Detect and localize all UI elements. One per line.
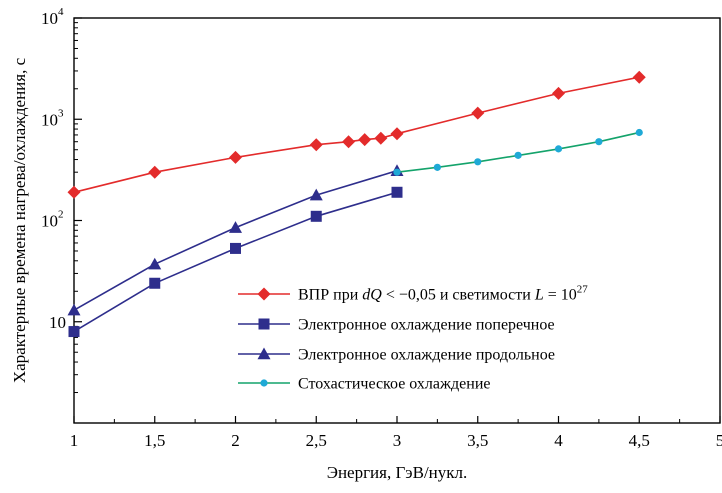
data-point bbox=[595, 138, 603, 146]
data-point bbox=[309, 138, 323, 152]
data-point bbox=[67, 303, 81, 316]
legend-label: ВПР при dQ < −0,05 и светимости L = 1027 bbox=[298, 284, 588, 304]
legend-label: Электронное охлаждение продольное bbox=[298, 347, 555, 364]
data-point bbox=[358, 133, 372, 147]
legend: ВПР при dQ < −0,05 и светимости L = 1027… bbox=[238, 284, 588, 393]
x-tick-label: 5 bbox=[716, 431, 722, 450]
data-point bbox=[391, 186, 403, 198]
data-point bbox=[342, 135, 356, 149]
x-tick-label: 3 bbox=[393, 431, 402, 450]
legend-marker bbox=[258, 318, 270, 330]
x-axis-label: Энергия, ГэВ/нукл. bbox=[327, 463, 468, 482]
data-point bbox=[390, 127, 404, 141]
data-point bbox=[635, 128, 643, 137]
series-electron-transverse bbox=[68, 186, 403, 338]
x-tick-label: 2,5 bbox=[306, 431, 327, 450]
y-tick-label: 10 bbox=[41, 110, 58, 129]
y-tick-label: 10 bbox=[41, 212, 58, 231]
legend-entry: Стохастическое охлаждение bbox=[238, 376, 491, 393]
data-point bbox=[554, 145, 563, 153]
data-point bbox=[148, 165, 162, 179]
data-point bbox=[309, 188, 323, 201]
x-axis: 1 1,5 2 2,5 3 3,5 4 4,5 5 bbox=[70, 416, 722, 450]
series-line bbox=[73, 191, 398, 333]
legend-label: Стохастическое охлаждение bbox=[298, 376, 491, 393]
data-point bbox=[514, 151, 522, 159]
data-point bbox=[67, 185, 81, 199]
data-point bbox=[393, 168, 401, 176]
data-point bbox=[474, 158, 482, 166]
data-point bbox=[433, 163, 441, 171]
data-point bbox=[310, 210, 322, 222]
data-point bbox=[230, 242, 241, 254]
legend-marker bbox=[260, 379, 268, 387]
data-point bbox=[374, 131, 388, 145]
legend-entry: Электронное охлаждение поперечное bbox=[238, 317, 555, 334]
x-tick-label: 4,5 bbox=[629, 431, 650, 450]
data-point bbox=[632, 70, 646, 84]
legend-entry: ВПР при dQ < −0,05 и светимости L = 1027 bbox=[238, 284, 588, 304]
series-stochastic bbox=[393, 128, 643, 176]
legend-entry: Электронное охлаждение продольное bbox=[238, 347, 555, 364]
data-point bbox=[471, 106, 485, 120]
y-tick-exponent: 3 bbox=[58, 107, 64, 119]
y-tick-label: 10 bbox=[49, 313, 66, 332]
data-point bbox=[149, 277, 161, 289]
x-tick-label: 3,5 bbox=[467, 431, 488, 450]
series-vpr bbox=[67, 70, 646, 199]
data-point bbox=[229, 221, 242, 233]
x-tick-label: 4 bbox=[554, 431, 563, 450]
data-point bbox=[68, 326, 80, 338]
data-point bbox=[229, 150, 242, 164]
data-point bbox=[148, 257, 162, 270]
y-tick-label: 10 bbox=[41, 9, 58, 28]
x-tick-label: 1 bbox=[70, 431, 79, 450]
legend-label: Электронное охлаждение поперечное bbox=[298, 317, 555, 334]
x-tick-label: 2 bbox=[231, 431, 240, 450]
y-axis-label: Характерные времена нагрева/охлаждения, … bbox=[10, 57, 29, 383]
legend-marker bbox=[257, 347, 271, 360]
data-point bbox=[552, 86, 565, 100]
y-tick-exponent: 2 bbox=[58, 209, 64, 221]
x-tick-label: 1,5 bbox=[144, 431, 165, 450]
y-tick-exponent: 4 bbox=[58, 6, 64, 18]
series-layer bbox=[67, 70, 646, 338]
legend-marker bbox=[257, 287, 271, 301]
